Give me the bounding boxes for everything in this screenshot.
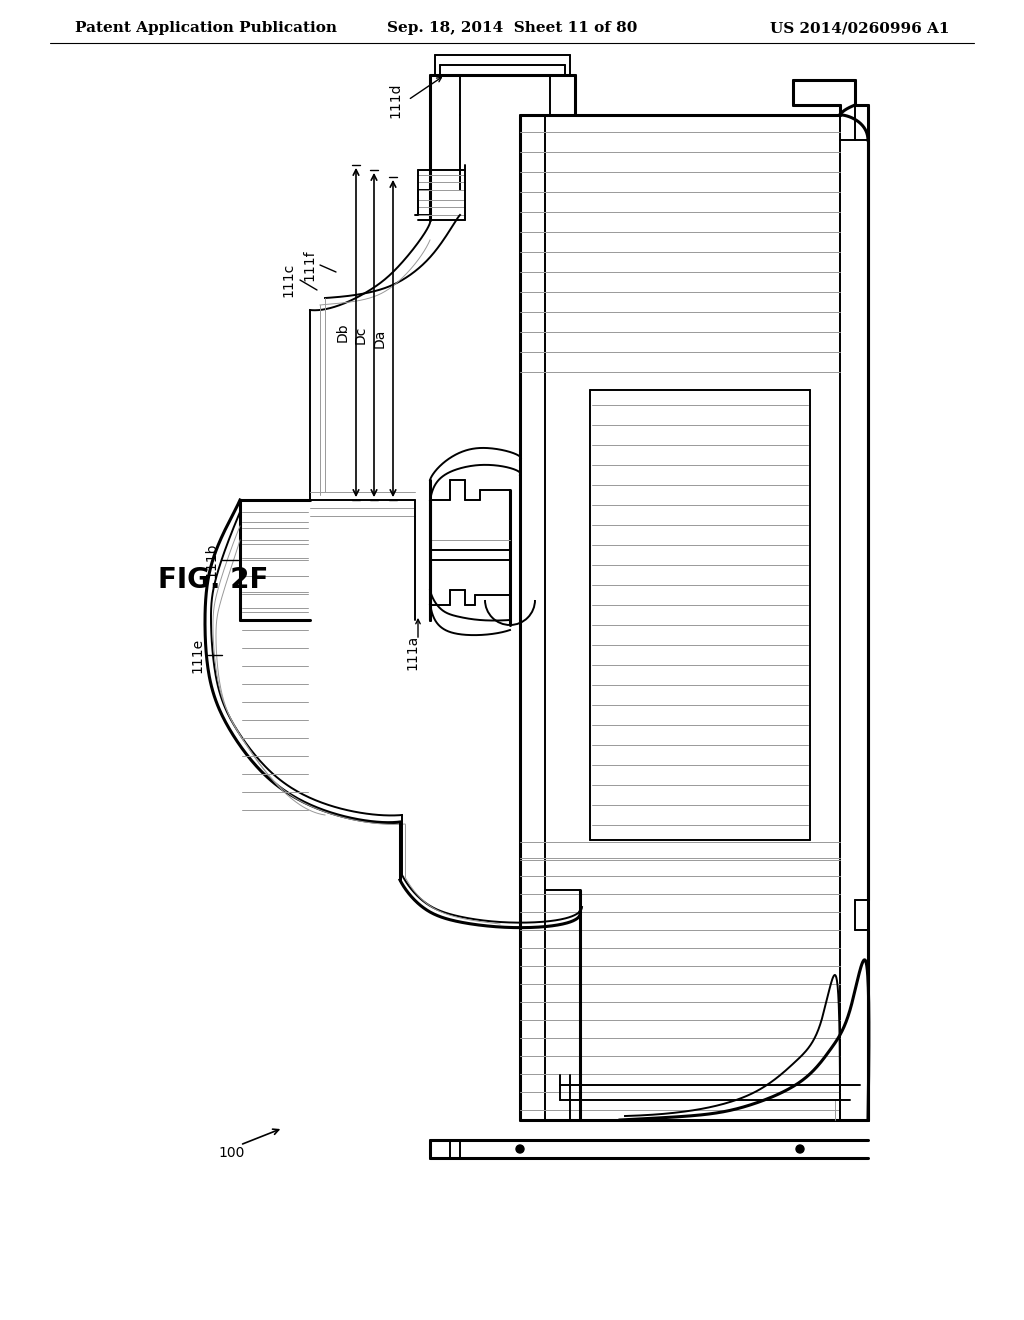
Text: 111b: 111b	[204, 543, 218, 578]
Circle shape	[516, 1144, 524, 1152]
Circle shape	[796, 1144, 804, 1152]
Text: Sep. 18, 2014  Sheet 11 of 80: Sep. 18, 2014 Sheet 11 of 80	[387, 21, 637, 36]
Text: 111a: 111a	[406, 635, 419, 669]
Text: US 2014/0260996 A1: US 2014/0260996 A1	[770, 21, 950, 36]
Text: FIG. 2F: FIG. 2F	[158, 566, 268, 594]
Text: Dc: Dc	[354, 326, 368, 345]
Text: 100: 100	[218, 1146, 245, 1160]
Text: Db: Db	[336, 322, 350, 342]
Text: 111d: 111d	[388, 82, 402, 117]
Text: 111c: 111c	[281, 263, 295, 297]
Text: Patent Application Publication: Patent Application Publication	[75, 21, 337, 36]
Text: Da: Da	[373, 329, 387, 348]
Text: 111f: 111f	[302, 249, 316, 281]
Text: 111e: 111e	[190, 638, 204, 673]
